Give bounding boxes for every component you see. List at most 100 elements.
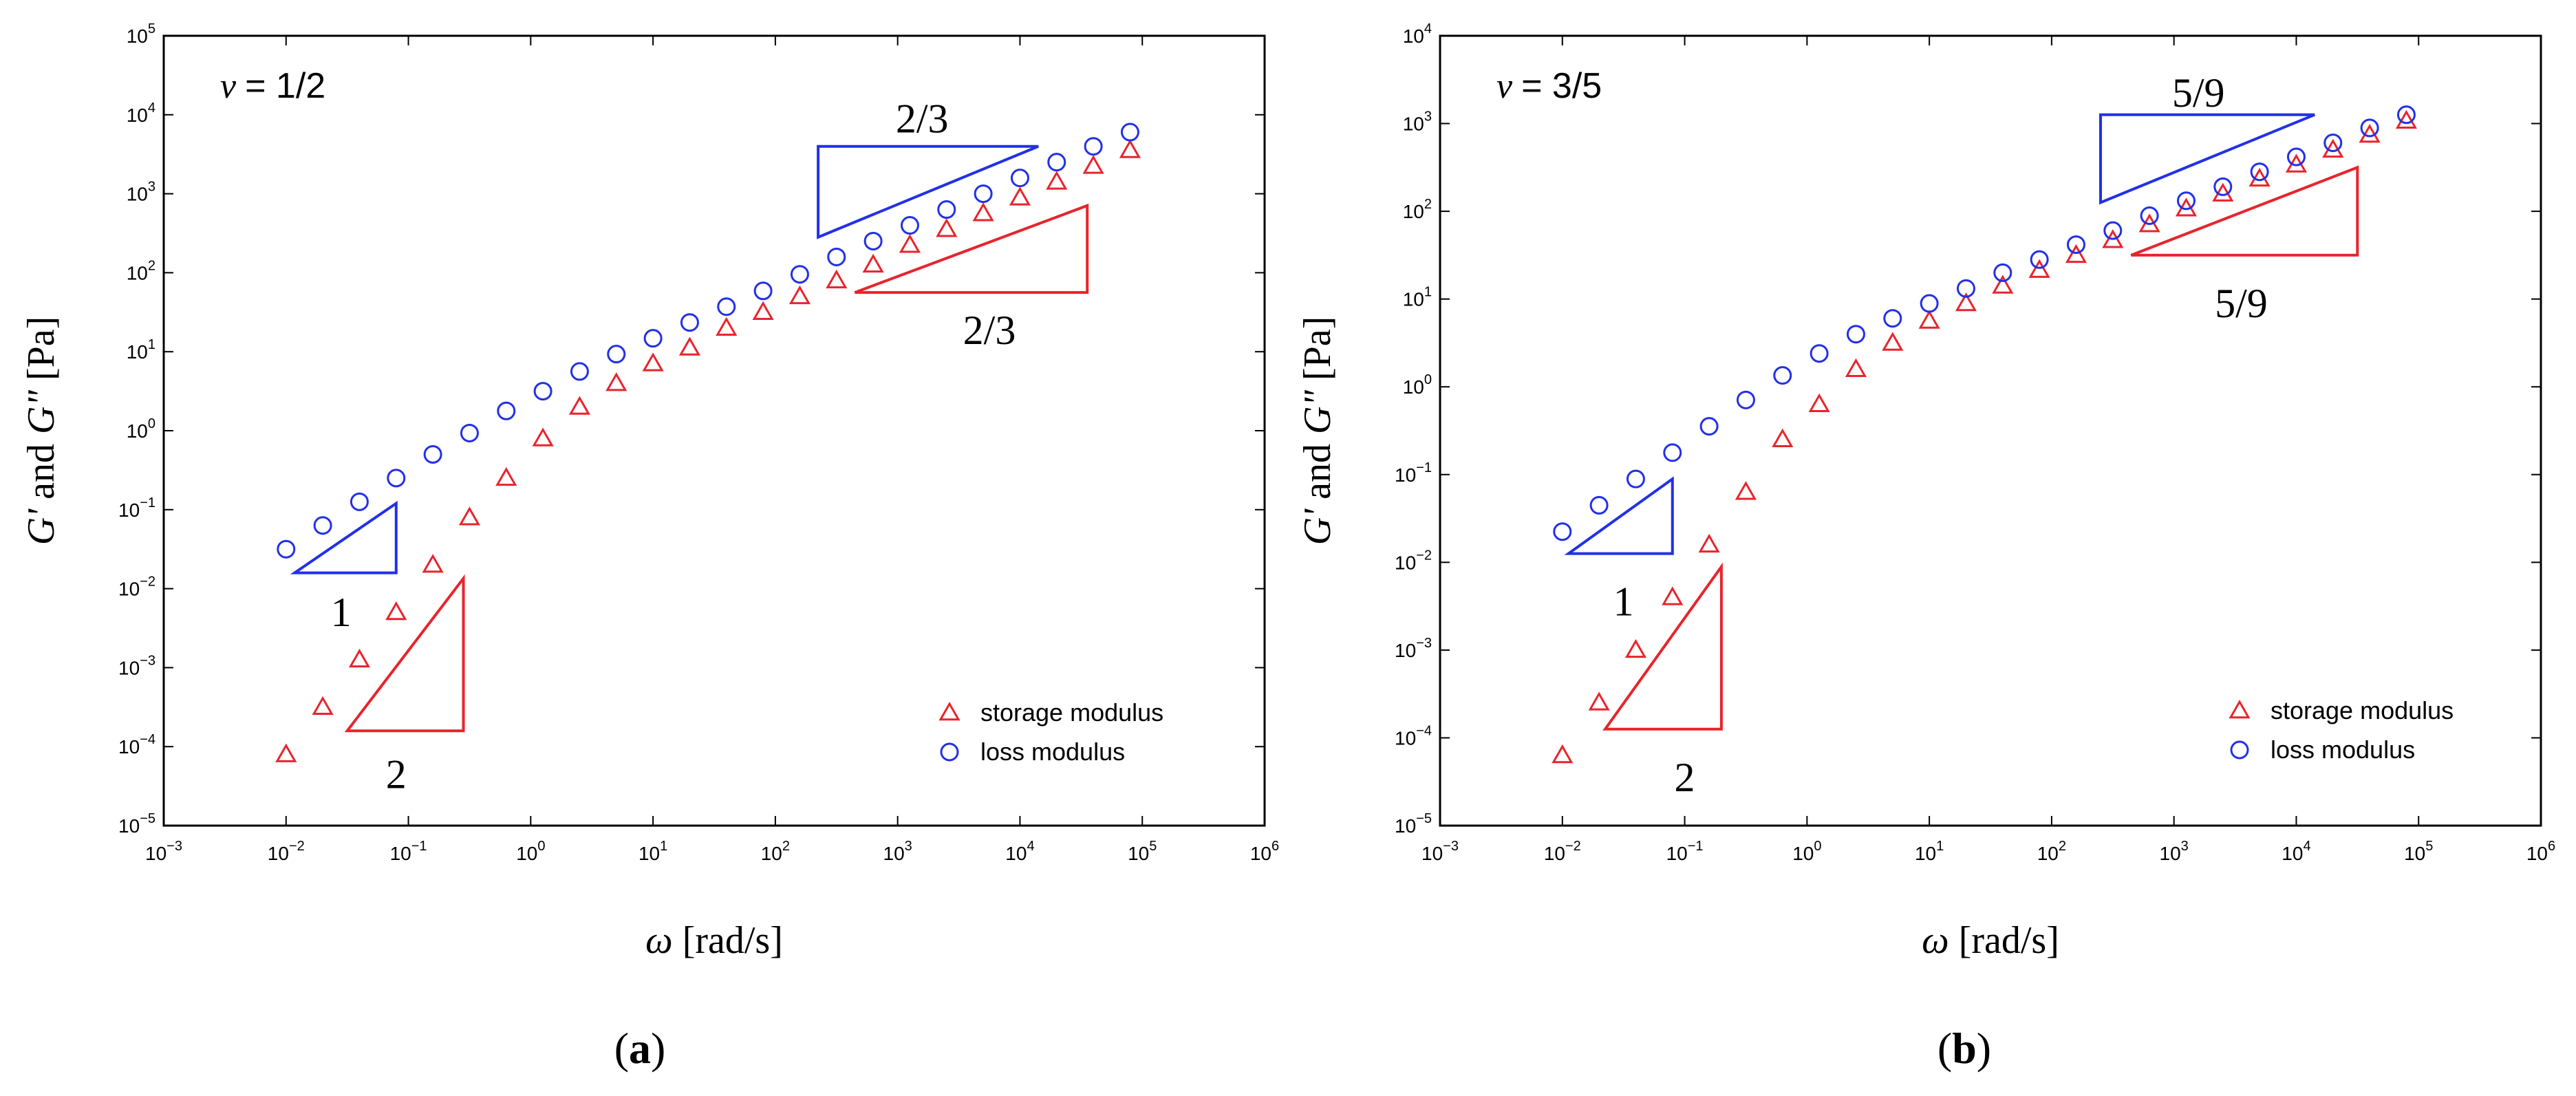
y-tick-label: 100	[127, 416, 155, 442]
data-point-loss-modulus	[1736, 390, 1755, 409]
data-point-loss-modulus	[1846, 325, 1865, 344]
data-point-loss-modulus	[1626, 469, 1645, 488]
data-point-loss-modulus	[680, 313, 699, 332]
y-tick-label: 102	[127, 258, 155, 283]
data-point-storage-modulus	[605, 372, 627, 391]
data-point-loss-modulus	[387, 469, 406, 488]
data-point-loss-modulus	[1589, 495, 1609, 515]
slope-label: 2/3	[896, 96, 949, 142]
data-point-loss-modulus	[350, 492, 369, 511]
data-point-loss-modulus	[643, 329, 663, 348]
data-point-storage-modulus	[1662, 586, 1684, 605]
data-point-storage-modulus	[1772, 428, 1794, 448]
data-point-storage-modulus	[2395, 109, 2418, 129]
x-tick-label: 10−1	[390, 839, 427, 864]
nu-annotation: ν = 1/2	[220, 66, 325, 106]
y-tick-label: 10−1	[118, 495, 155, 521]
data-point-storage-modulus	[348, 648, 371, 668]
data-point-storage-modulus	[458, 506, 481, 526]
data-point-storage-modulus	[422, 554, 444, 573]
data-point-storage-modulus	[716, 316, 738, 336]
legend-marker-triangle	[2229, 699, 2251, 719]
data-point-loss-modulus	[277, 539, 296, 559]
y-tick-label: 10−3	[118, 653, 155, 678]
data-point-storage-modulus	[1808, 393, 1830, 412]
slope-label: 2	[1675, 755, 1695, 800]
x-axis-label: ω [rad/s]	[1922, 919, 2059, 962]
y-tick-label: 101	[1403, 285, 1432, 310]
data-point-loss-modulus	[423, 444, 442, 464]
data-point-loss-modulus	[1553, 522, 1572, 541]
data-point-loss-modulus	[753, 281, 773, 301]
x-tick-label: 103	[2160, 839, 2189, 864]
data-point-loss-modulus	[2030, 250, 2049, 269]
data-point-storage-modulus	[1955, 292, 1977, 312]
slope-triangle	[2130, 165, 2359, 257]
slope-triangle	[854, 203, 1089, 294]
data-point-storage-modulus	[495, 466, 517, 486]
data-point-loss-modulus	[1047, 153, 1066, 172]
data-point-loss-modulus	[533, 382, 552, 401]
y-tick-label: 105	[127, 21, 155, 47]
legend-label: storage modulus	[980, 698, 1163, 727]
y-tick-label: 10−2	[1395, 548, 1432, 573]
data-point-loss-modulus	[2360, 118, 2379, 138]
data-point-loss-modulus	[1010, 169, 1029, 188]
data-point-loss-modulus	[1663, 443, 1682, 462]
data-point-storage-modulus	[1992, 275, 2014, 294]
legend-marker-triangle	[938, 701, 960, 721]
legend-marker-circle	[940, 742, 959, 762]
slope-triangle	[290, 500, 398, 574]
legend-label: loss modulus	[2271, 735, 2415, 764]
data-point-storage-modulus	[1119, 139, 1141, 158]
y-tick-label: 10−4	[118, 732, 155, 757]
data-point-loss-modulus	[1883, 309, 1902, 328]
data-point-loss-modulus	[2323, 133, 2343, 153]
data-point-storage-modulus	[788, 285, 811, 305]
data-point-storage-modulus	[532, 427, 554, 447]
data-point-loss-modulus	[937, 200, 956, 219]
data-point-loss-modulus	[1773, 366, 1792, 385]
data-point-loss-modulus	[900, 216, 919, 235]
data-point-loss-modulus	[2250, 162, 2269, 182]
data-point-storage-modulus	[1845, 358, 1867, 377]
slope-triangle	[1564, 476, 1674, 555]
data-point-storage-modulus	[1735, 481, 1757, 500]
data-point-loss-modulus	[717, 297, 736, 316]
data-point-storage-modulus	[1009, 186, 1031, 206]
data-point-storage-modulus	[568, 396, 591, 415]
x-tick-label: 10−2	[1544, 839, 1581, 864]
slope-triangle	[344, 574, 465, 733]
x-tick-label: 100	[1792, 839, 1821, 864]
data-point-loss-modulus	[1699, 417, 1719, 436]
x-tick-label: 105	[2404, 839, 2433, 864]
data-point-storage-modulus	[1046, 171, 1068, 190]
data-point-storage-modulus	[936, 218, 958, 237]
slope-label: 2/3	[963, 308, 1016, 353]
x-tick-label: 103	[883, 839, 912, 864]
slope-triangle	[817, 144, 1039, 239]
slope-triangle	[1602, 562, 1723, 731]
data-point-storage-modulus	[2065, 244, 2087, 264]
data-point-loss-modulus	[313, 516, 332, 535]
data-point-loss-modulus	[2213, 177, 2233, 196]
data-point-loss-modulus	[570, 362, 589, 381]
x-tick-label: 104	[1005, 839, 1034, 864]
data-point-loss-modulus	[1956, 279, 1975, 298]
y-tick-label: 10−4	[1395, 723, 1432, 749]
data-point-loss-modulus	[2176, 191, 2196, 211]
legend: storage modulus loss modulus	[2229, 696, 2454, 764]
data-point-storage-modulus	[385, 601, 407, 621]
data-point-storage-modulus	[862, 253, 884, 273]
plot-frame	[1439, 34, 2542, 827]
y-tick-label: 10−2	[118, 574, 155, 600]
x-tick-label: 100	[516, 839, 545, 864]
data-point-storage-modulus	[1624, 638, 1647, 658]
data-point-loss-modulus	[2066, 235, 2085, 255]
x-axis-label: ω [rad/s]	[645, 919, 783, 962]
data-point-loss-modulus	[1084, 137, 1103, 156]
data-point-loss-modulus	[827, 247, 846, 266]
y-tick-label: 100	[1403, 372, 1432, 398]
data-point-storage-modulus	[1552, 744, 1574, 764]
data-point-loss-modulus	[1120, 122, 1139, 142]
